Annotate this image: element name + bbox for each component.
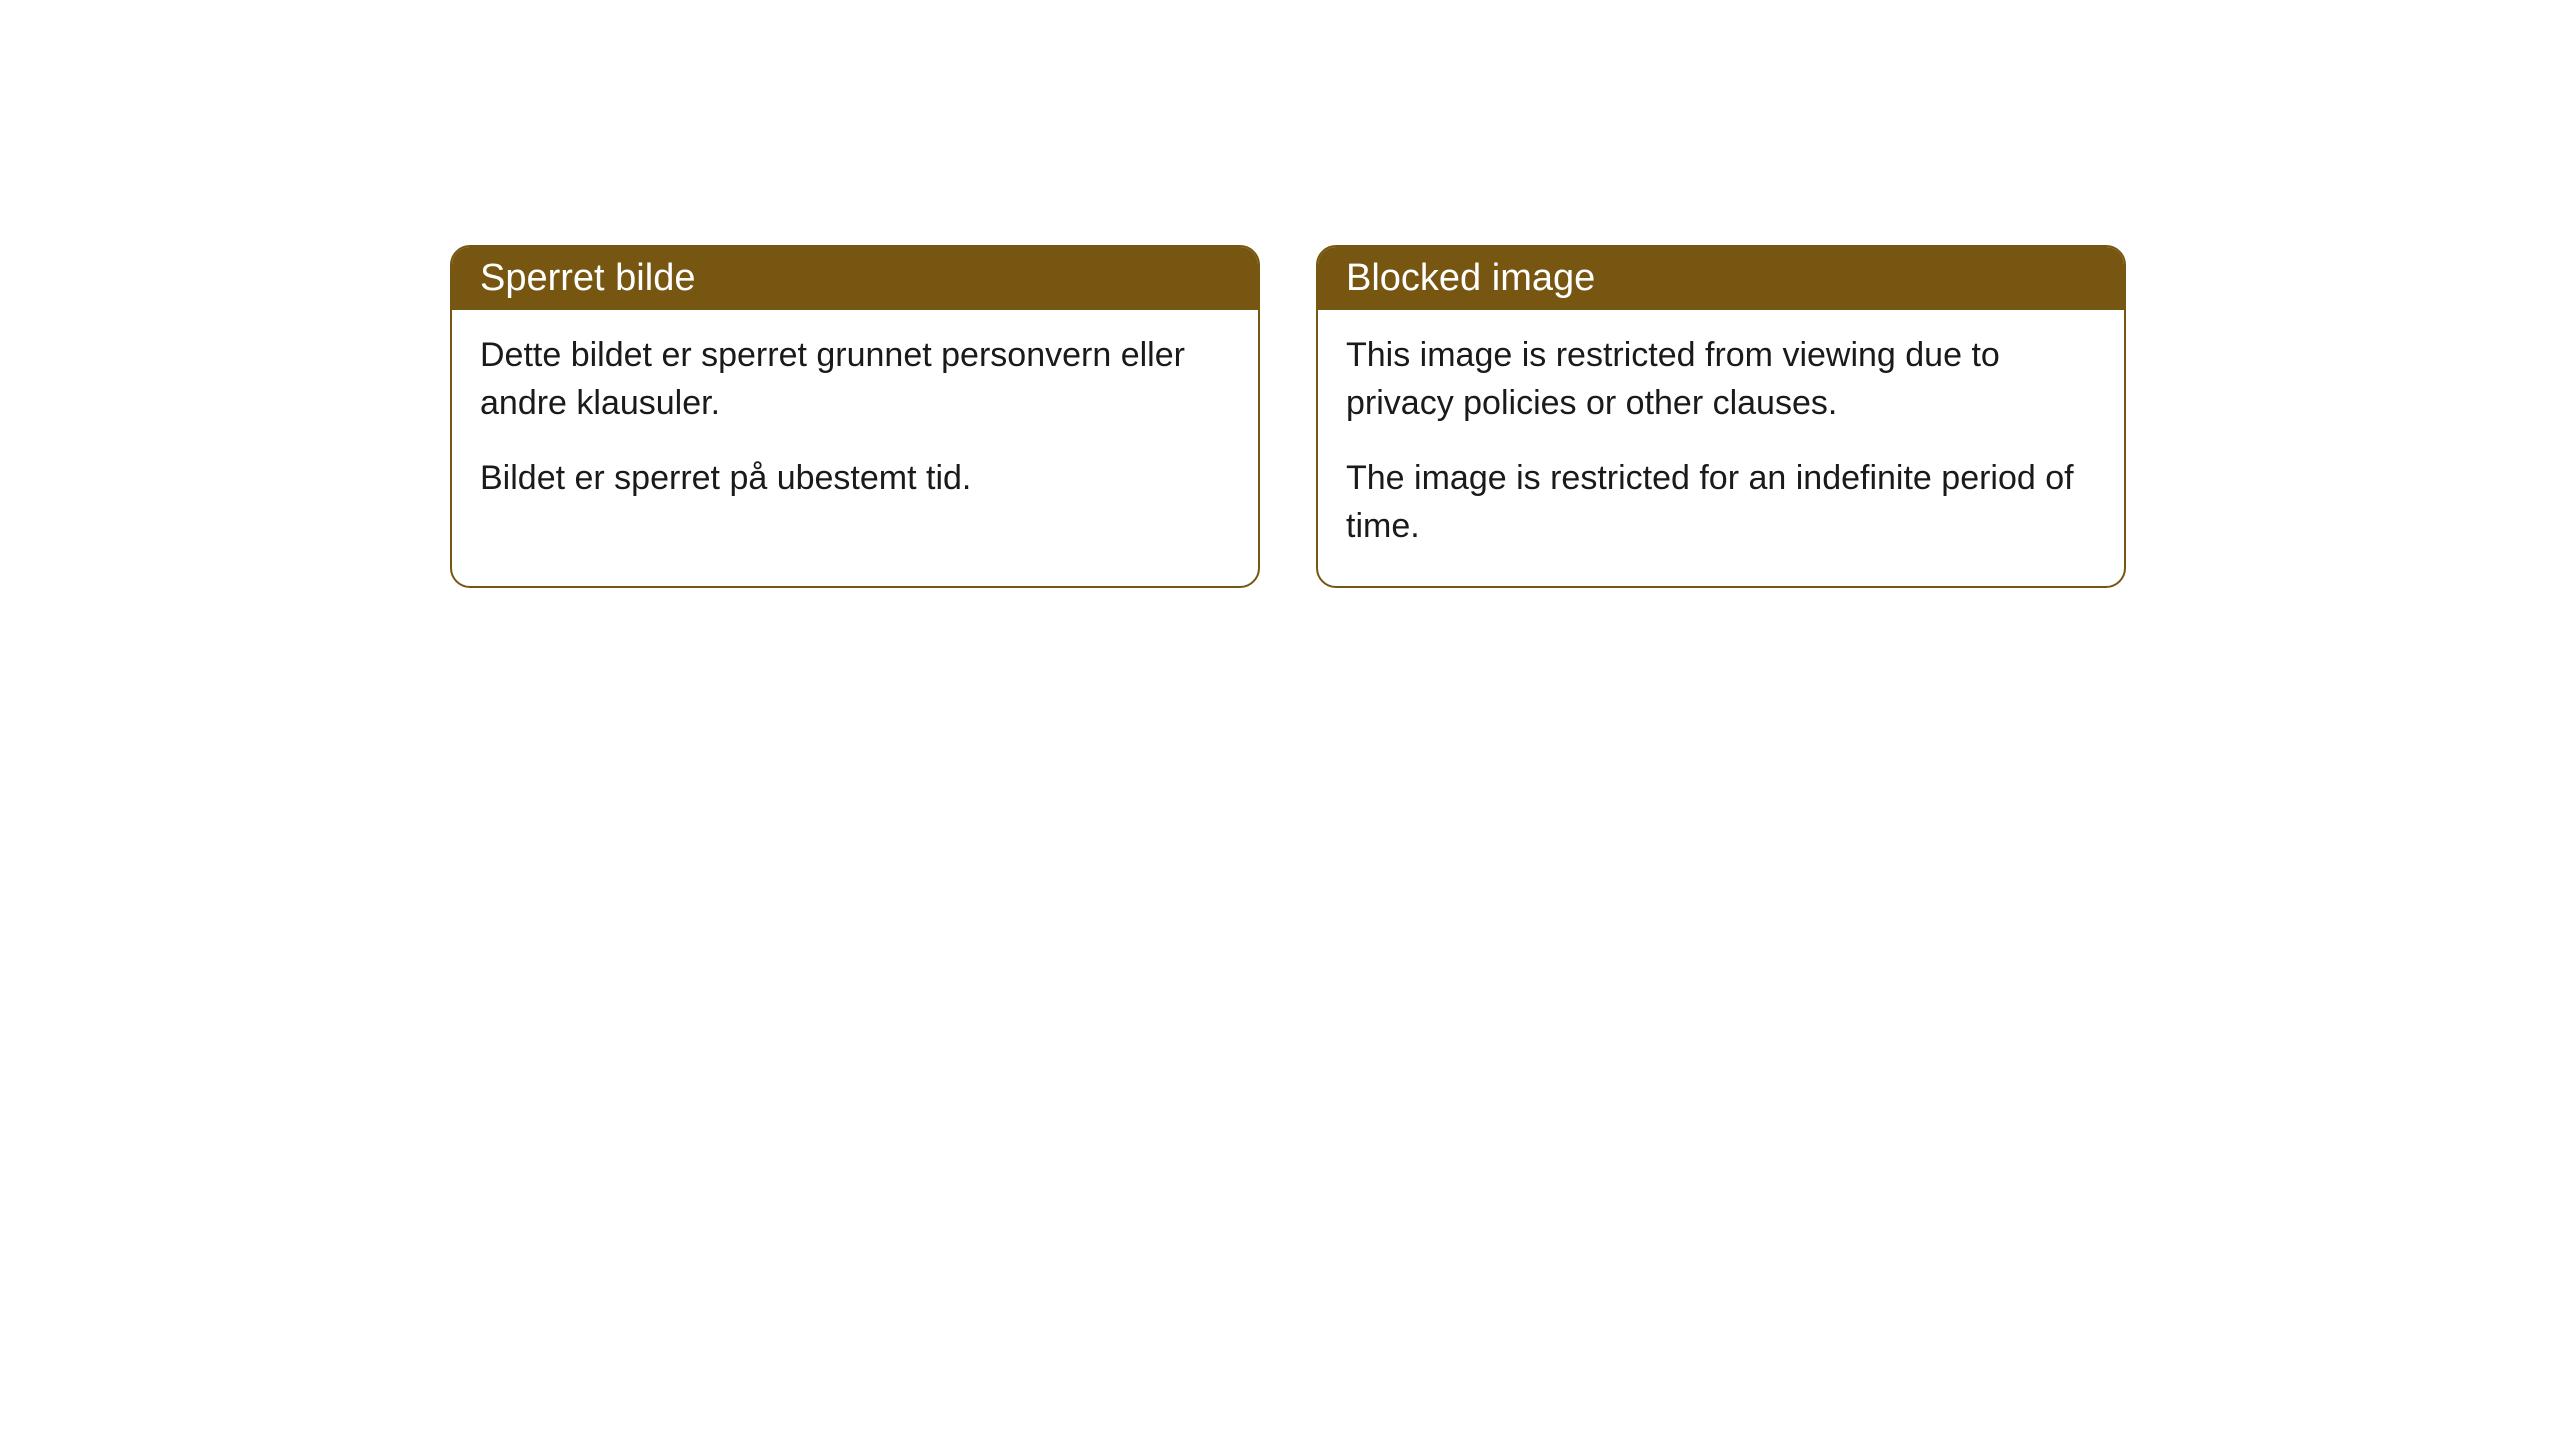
card-body-english: This image is restricted from viewing du…	[1318, 310, 2124, 586]
notice-paragraph-2: Bildet er sperret på ubestemt tid.	[480, 455, 1230, 503]
blocked-image-card-english: Blocked image This image is restricted f…	[1316, 245, 2126, 588]
notice-paragraph-1: This image is restricted from viewing du…	[1346, 332, 2096, 427]
card-title: Sperret bilde	[480, 257, 695, 299]
notice-cards-container: Sperret bilde Dette bildet er sperret gr…	[450, 245, 2560, 588]
notice-paragraph-1: Dette bildet er sperret grunnet personve…	[480, 332, 1230, 427]
card-body-norwegian: Dette bildet er sperret grunnet personve…	[452, 310, 1258, 539]
card-header-norwegian: Sperret bilde	[452, 247, 1258, 310]
notice-paragraph-2: The image is restricted for an indefinit…	[1346, 455, 2096, 550]
card-header-english: Blocked image	[1318, 247, 2124, 310]
card-title: Blocked image	[1346, 257, 1595, 299]
blocked-image-card-norwegian: Sperret bilde Dette bildet er sperret gr…	[450, 245, 1260, 588]
